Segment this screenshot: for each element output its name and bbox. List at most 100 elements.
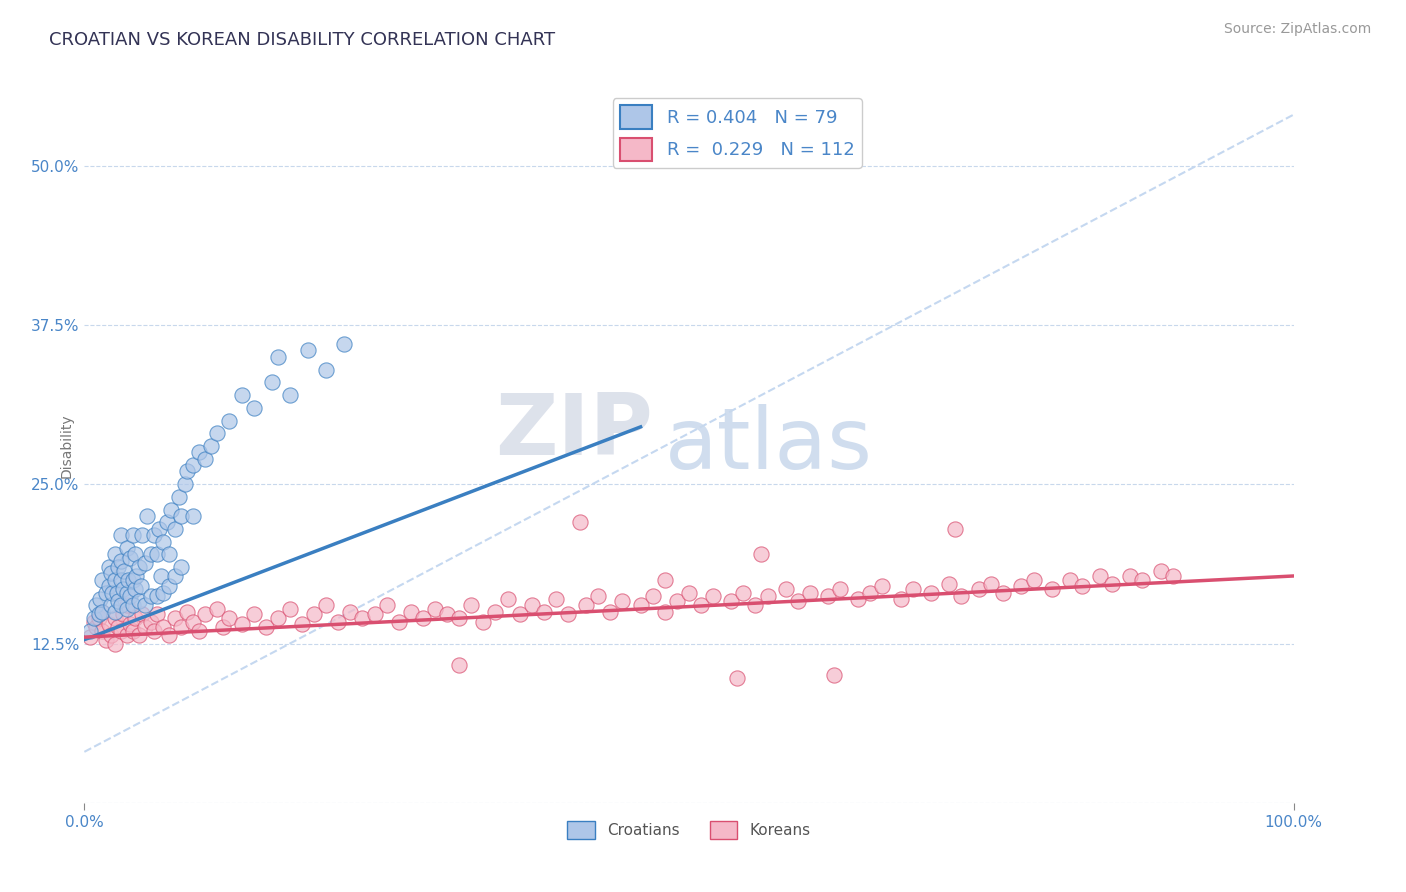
Point bbox=[146, 547, 169, 561]
Point bbox=[859, 585, 882, 599]
Point bbox=[87, 607, 110, 622]
Point bbox=[165, 522, 187, 536]
Point bbox=[194, 607, 217, 622]
Point bbox=[278, 602, 301, 616]
Point bbox=[1161, 569, 1184, 583]
Point bbox=[901, 582, 924, 596]
Point bbox=[157, 547, 180, 561]
Point bbox=[128, 560, 150, 574]
Point bbox=[575, 599, 598, 613]
Point bbox=[110, 624, 132, 638]
Point bbox=[938, 576, 960, 591]
Point bbox=[176, 605, 198, 619]
Point bbox=[176, 465, 198, 479]
Point bbox=[117, 573, 139, 587]
Point bbox=[1132, 573, 1154, 587]
Point bbox=[654, 573, 676, 587]
Point bbox=[872, 579, 894, 593]
Point bbox=[112, 582, 135, 596]
Point bbox=[91, 624, 114, 638]
Point bbox=[125, 569, 148, 583]
Point bbox=[170, 620, 193, 634]
Point bbox=[124, 547, 146, 561]
Point bbox=[188, 624, 211, 638]
Point bbox=[315, 362, 337, 376]
Point bbox=[86, 620, 108, 634]
Point bbox=[569, 516, 592, 530]
Point bbox=[460, 599, 482, 613]
Point bbox=[388, 615, 411, 629]
Point bbox=[943, 522, 966, 536]
Point bbox=[134, 556, 156, 570]
Point bbox=[149, 569, 172, 583]
Point bbox=[333, 337, 356, 351]
Point bbox=[100, 627, 122, 641]
Point bbox=[181, 509, 204, 524]
Point bbox=[155, 516, 177, 530]
Point bbox=[120, 617, 142, 632]
Point bbox=[484, 605, 506, 619]
Point bbox=[139, 590, 162, 604]
Point bbox=[120, 590, 142, 604]
Point bbox=[242, 607, 264, 622]
Text: Source: ZipAtlas.com: Source: ZipAtlas.com bbox=[1223, 22, 1371, 37]
Point bbox=[157, 627, 180, 641]
Point bbox=[520, 599, 543, 613]
Point bbox=[100, 566, 122, 581]
Point bbox=[231, 617, 253, 632]
Point bbox=[104, 611, 127, 625]
Point bbox=[1011, 579, 1033, 593]
Point bbox=[218, 611, 240, 625]
Point bbox=[207, 602, 229, 616]
Point bbox=[87, 611, 110, 625]
Point bbox=[799, 585, 821, 599]
Text: ZIP: ZIP bbox=[495, 390, 652, 474]
Point bbox=[160, 502, 183, 516]
Point bbox=[363, 607, 385, 622]
Text: atlas: atlas bbox=[665, 404, 873, 488]
Point bbox=[110, 599, 132, 613]
Point bbox=[128, 594, 150, 608]
Point bbox=[1071, 579, 1094, 593]
Point bbox=[152, 534, 174, 549]
Point bbox=[146, 590, 169, 604]
Point bbox=[131, 528, 153, 542]
Point bbox=[121, 528, 143, 542]
Point bbox=[544, 591, 567, 606]
Point bbox=[733, 585, 755, 599]
Point bbox=[105, 585, 128, 599]
Point bbox=[91, 573, 114, 587]
Point bbox=[200, 439, 222, 453]
Point bbox=[115, 627, 138, 641]
Point bbox=[188, 445, 211, 459]
Point bbox=[207, 426, 229, 441]
Point bbox=[967, 582, 990, 596]
Point bbox=[1059, 573, 1081, 587]
Point bbox=[665, 594, 688, 608]
Point bbox=[599, 605, 621, 619]
Point bbox=[436, 607, 458, 622]
Point bbox=[115, 585, 138, 599]
Point bbox=[110, 528, 132, 542]
Text: CROATIAN VS KOREAN DISABILITY CORRELATION CHART: CROATIAN VS KOREAN DISABILITY CORRELATIO… bbox=[49, 31, 555, 49]
Point bbox=[94, 632, 117, 647]
Point bbox=[97, 579, 120, 593]
Point bbox=[775, 582, 797, 596]
Point bbox=[423, 602, 446, 616]
Point bbox=[412, 611, 434, 625]
Point bbox=[980, 576, 1002, 591]
Point bbox=[115, 602, 138, 616]
Point bbox=[218, 413, 240, 427]
Point bbox=[194, 451, 217, 466]
Point bbox=[120, 551, 142, 566]
Point bbox=[588, 590, 610, 604]
Point bbox=[254, 620, 277, 634]
Point bbox=[890, 591, 912, 606]
Point bbox=[817, 590, 839, 604]
Point bbox=[134, 599, 156, 613]
Point bbox=[170, 509, 193, 524]
Point bbox=[1101, 576, 1123, 591]
Point bbox=[110, 573, 132, 587]
Point bbox=[86, 599, 108, 613]
Point bbox=[91, 605, 114, 619]
